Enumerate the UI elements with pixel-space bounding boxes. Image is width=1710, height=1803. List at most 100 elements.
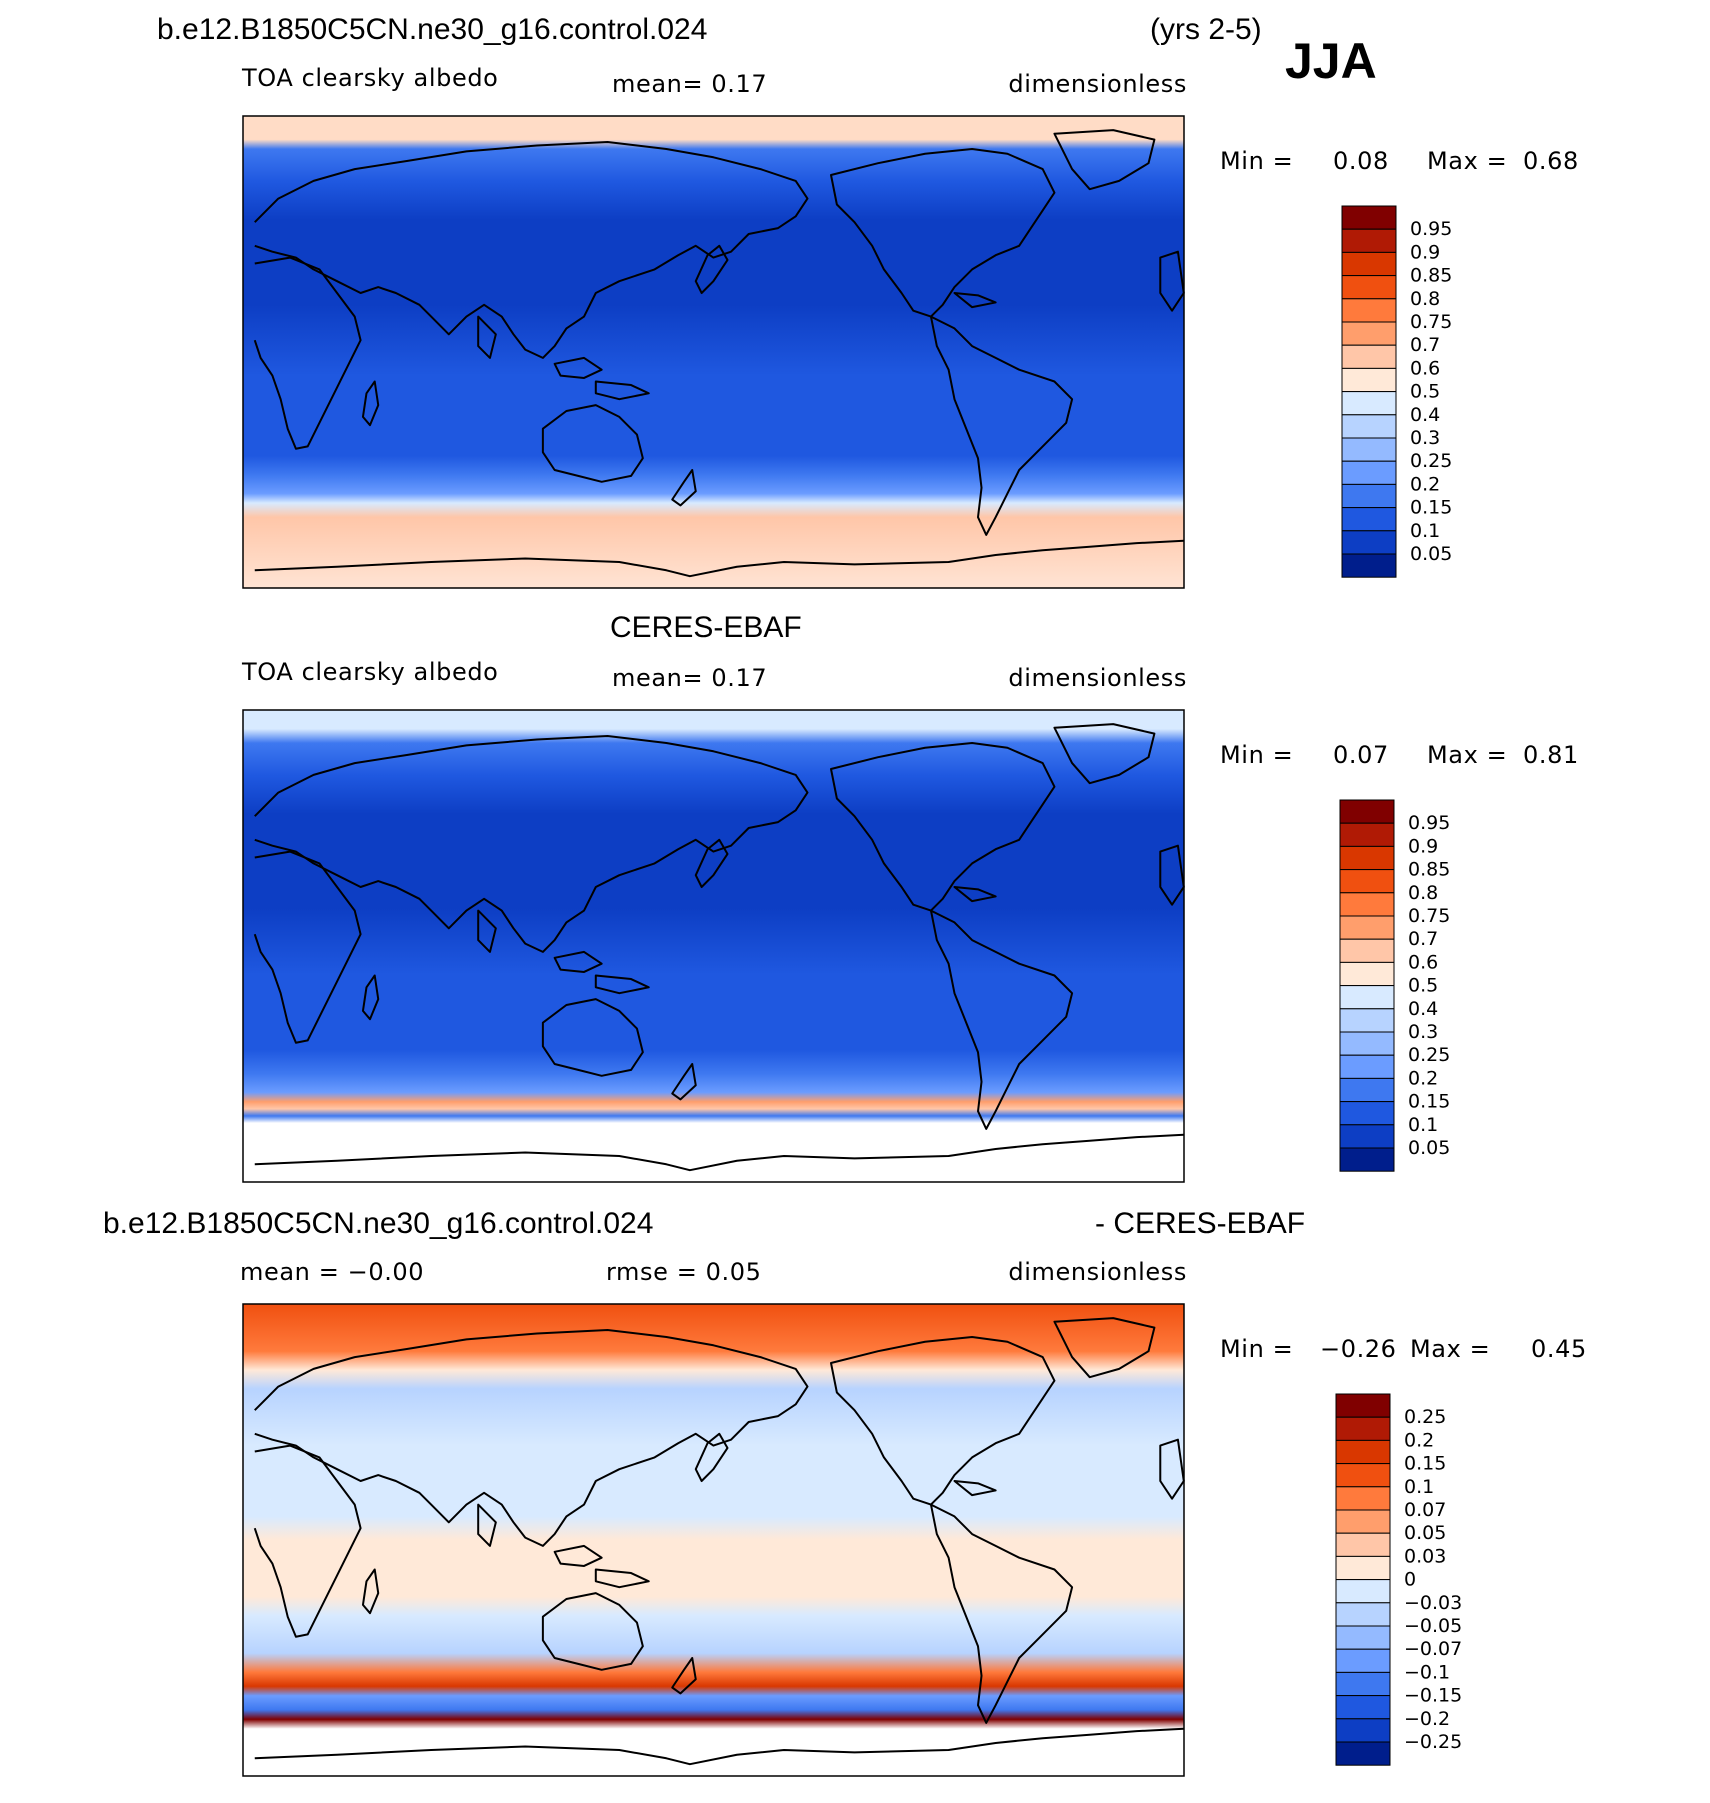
min-label: Min = (1220, 1335, 1293, 1363)
colorbar-swatch (1339, 1008, 1395, 1033)
colorbar-tick-label: −0.25 (1404, 1731, 1462, 1753)
colorbar-swatch (1335, 1579, 1391, 1604)
colorbar-swatch (1335, 1486, 1391, 1511)
colorbar-swatch (1339, 799, 1395, 824)
panel-diff: b.e12.B1850C5CN.ne30_g16.control.024 - C… (103, 1207, 1587, 1777)
colorbar-swatch (1341, 321, 1397, 346)
min-label: Min = (1220, 741, 1293, 769)
colorbar-swatch (1339, 1147, 1395, 1172)
colorbar-swatch (1335, 1439, 1391, 1465)
colorbar-swatch (1341, 391, 1397, 416)
colorbar-tick-label: 0.9 (1410, 241, 1440, 263)
colorbar-tick-label: 0.07 (1404, 1499, 1446, 1521)
colorbar-swatch (1341, 367, 1397, 393)
colorbar-swatch (1339, 869, 1395, 894)
max-label: Max = (1427, 147, 1507, 175)
colorbar-swatch (1339, 822, 1395, 847)
field-model (243, 116, 1184, 588)
colorbar-tick-label: 0.05 (1404, 1522, 1446, 1544)
units-label: dimensionless (1008, 1258, 1187, 1286)
map-frame (242, 115, 1185, 589)
colorbar-swatch (1339, 1077, 1395, 1103)
colorbar-tick-label: −0.07 (1404, 1638, 1462, 1660)
colorbar-model: 0.950.90.850.80.750.70.60.50.40.30.250.2… (1341, 205, 1452, 578)
colorbar-swatch (1341, 553, 1397, 578)
min-value: −0.26 (1320, 1335, 1397, 1363)
colorbar-swatch (1339, 985, 1395, 1010)
min-value: 0.07 (1333, 741, 1389, 769)
colorbar-swatch (1341, 275, 1397, 300)
units-label: dimensionless (1008, 70, 1187, 98)
colorbar-swatch (1339, 1124, 1395, 1149)
colorbar-swatch (1339, 915, 1395, 940)
colorbar-tick-label: −0.2 (1404, 1708, 1450, 1730)
colorbar-tick-label: 0.5 (1410, 381, 1440, 403)
colorbar-swatch (1335, 1532, 1391, 1557)
colorbar-tick-label: 0.6 (1410, 357, 1440, 379)
colorbar-tick-label: 0.05 (1410, 543, 1452, 565)
field-diff (243, 1304, 1184, 1776)
colorbar-swatch (1339, 845, 1395, 871)
colorbar-tick-label: −0.1 (1404, 1661, 1450, 1683)
colorbar-swatch (1341, 483, 1397, 509)
colorbar-swatch (1339, 961, 1395, 987)
colorbar-swatch (1341, 437, 1397, 462)
max-value: 0.45 (1531, 1335, 1587, 1363)
colorbar-tick-label: −0.15 (1404, 1685, 1462, 1707)
colorbar-swatch (1335, 1625, 1391, 1650)
map-obs (242, 709, 1185, 1183)
colorbar-tick-label: 0.05 (1408, 1137, 1450, 1159)
colorbar-tick-label: 0.4 (1410, 404, 1440, 426)
mean-label: mean= 0.17 (612, 664, 767, 692)
colorbar-tick-label: 0.95 (1408, 812, 1450, 834)
colorbar-tick-label: −0.05 (1404, 1615, 1462, 1637)
colorbar-diff: 0.250.20.150.10.070.050.030−0.03−0.05−0.… (1335, 1393, 1462, 1766)
obs-title: CERES-EBAF (610, 611, 802, 644)
field-obs (243, 710, 1184, 1182)
colorbar-tick-label: 0.3 (1408, 1021, 1438, 1043)
colorbar-swatch (1335, 1648, 1391, 1673)
colorbar-tick-label: 0.03 (1404, 1545, 1446, 1567)
colorbar-swatch (1341, 530, 1397, 555)
map-frame (242, 1303, 1185, 1777)
colorbar-swatch (1339, 892, 1395, 917)
colorbar-tick-label: 0.1 (1410, 520, 1440, 542)
colorbar-tick-label: −0.03 (1404, 1592, 1462, 1614)
colorbar-swatch (1341, 298, 1397, 323)
mean-label: mean = −0.00 (240, 1258, 424, 1286)
colorbar-tick-label: 0.8 (1408, 882, 1438, 904)
max-value: 0.81 (1523, 741, 1579, 769)
colorbar-swatch (1339, 1031, 1395, 1056)
colorbar-tick-label: 0.2 (1408, 1067, 1438, 1089)
colorbar-swatch (1339, 1101, 1395, 1126)
colorbar-swatch (1341, 228, 1397, 253)
colorbar-tick-label: 0.3 (1410, 427, 1440, 449)
colorbar-obs: 0.950.90.850.80.750.70.60.50.40.30.250.2… (1339, 799, 1450, 1172)
variable-label: TOA clearsky albedo (241, 658, 498, 686)
variable-label: TOA clearsky albedo (241, 64, 498, 92)
map-diff (242, 1303, 1185, 1777)
min-label: Min = (1220, 147, 1293, 175)
mean-label: mean= 0.17 (612, 70, 767, 98)
case-name: b.e12.B1850C5CN.ne30_g16.control.024 (157, 13, 707, 46)
colorbar-swatch (1341, 507, 1397, 532)
colorbar-swatch (1335, 1718, 1391, 1743)
minmax-obs: Min = 0.07 Max = 0.81 (1220, 741, 1579, 769)
colorbar-tick-label: 0.1 (1404, 1476, 1434, 1498)
map-frame (242, 709, 1185, 1183)
max-value: 0.68 (1523, 147, 1579, 175)
colorbar-swatch (1339, 938, 1395, 963)
colorbar-swatch (1335, 1463, 1391, 1488)
colorbar-swatch (1335, 1671, 1391, 1697)
units-label: dimensionless (1008, 664, 1187, 692)
colorbar-swatch (1335, 1741, 1391, 1766)
panel-model: TOA clearsky albedo mean= 0.17 dimension… (241, 64, 1579, 589)
colorbar-tick-label: 0.7 (1410, 334, 1440, 356)
colorbar-tick-label: 0.2 (1404, 1429, 1434, 1451)
colorbar-tick-label: 0.4 (1408, 998, 1438, 1020)
panel-obs: CERES-EBAF TOA clearsky albedo mean= 0.1… (241, 611, 1579, 1183)
colorbar-swatch (1335, 1695, 1391, 1720)
colorbar-tick-label: 0.15 (1408, 1091, 1450, 1113)
max-label: Max = (1427, 741, 1507, 769)
colorbar-swatch (1341, 205, 1397, 230)
